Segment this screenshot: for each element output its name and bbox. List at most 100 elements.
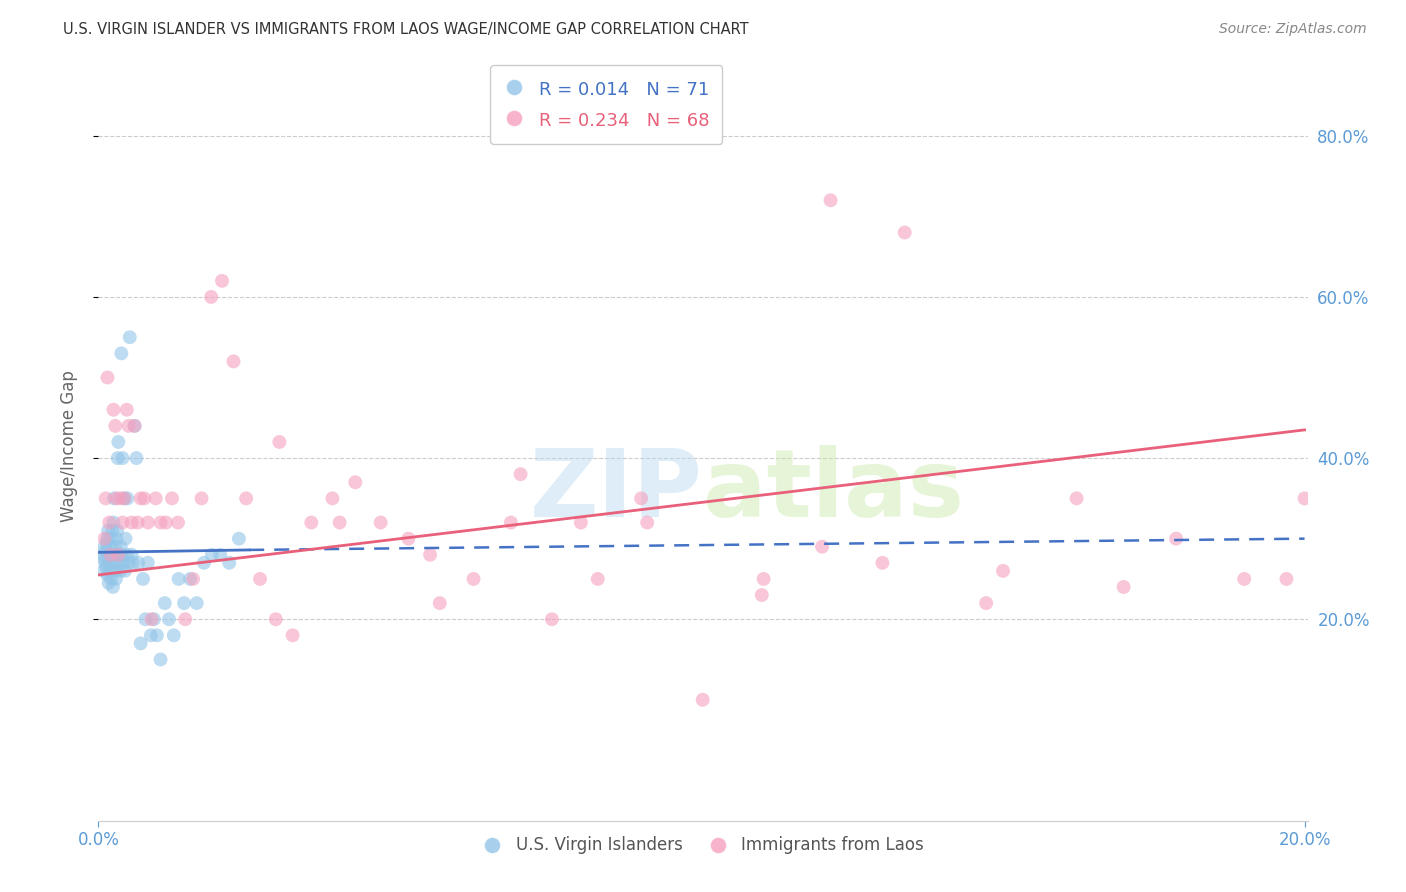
Point: [104, 564, 127, 578]
Point: [193, 556, 215, 570]
Point: [228, 532, 250, 546]
Point: [179, 572, 201, 586]
Point: [463, 572, 485, 586]
Point: [141, 612, 163, 626]
Point: [201, 548, 224, 562]
Point: [94, 491, 117, 506]
Point: [93, 551, 115, 566]
Point: [101, 524, 124, 538]
Text: ZIP: ZIP: [530, 445, 703, 537]
Point: [104, 540, 127, 554]
Point: [96, 559, 118, 574]
Point: [108, 564, 131, 578]
Point: [329, 516, 352, 530]
Point: [94, 543, 117, 558]
Point: [112, 491, 135, 506]
Point: [630, 491, 652, 506]
Point: [142, 612, 165, 626]
Point: [136, 556, 159, 570]
Point: [91, 548, 114, 562]
Point: [112, 491, 135, 506]
Point: [110, 346, 132, 360]
Point: [103, 491, 125, 506]
Point: [104, 572, 127, 586]
Point: [134, 612, 156, 626]
Text: U.S. VIRGIN ISLANDER VS IMMIGRANTS FROM LAOS WAGE/INCOME GAP CORRELATION CHART: U.S. VIRGIN ISLANDER VS IMMIGRANTS FROM …: [63, 22, 749, 37]
Point: [321, 491, 343, 506]
Point: [692, 693, 714, 707]
Point: [121, 548, 143, 562]
Point: [145, 491, 167, 506]
Point: [509, 467, 531, 482]
Point: [429, 596, 451, 610]
Point: [111, 548, 134, 562]
Point: [811, 540, 834, 554]
Point: [111, 516, 134, 530]
Point: [419, 548, 441, 562]
Point: [104, 556, 127, 570]
Point: [991, 564, 1014, 578]
Point: [100, 572, 122, 586]
Point: [893, 226, 915, 240]
Point: [752, 572, 775, 586]
Point: [124, 418, 146, 433]
Point: [108, 556, 131, 570]
Point: [1164, 532, 1187, 546]
Point: [96, 535, 118, 549]
Point: [174, 612, 197, 626]
Point: [96, 532, 118, 546]
Point: [97, 576, 120, 591]
Point: [396, 532, 419, 546]
Point: [98, 516, 121, 530]
Point: [97, 524, 120, 538]
Point: [181, 572, 204, 586]
Point: [105, 491, 128, 506]
Point: [121, 556, 143, 570]
Point: [139, 628, 162, 642]
Point: [125, 451, 148, 466]
Point: [103, 548, 125, 562]
Point: [129, 636, 152, 650]
Point: [117, 418, 139, 433]
Point: [872, 556, 894, 570]
Point: [127, 516, 149, 530]
Point: [107, 451, 129, 466]
Point: [264, 612, 287, 626]
Point: [93, 564, 115, 578]
Point: [117, 556, 139, 570]
Point: [134, 491, 156, 506]
Point: [101, 580, 124, 594]
Point: [569, 516, 592, 530]
Point: [103, 516, 125, 530]
Point: [153, 596, 176, 610]
Point: [107, 434, 129, 449]
Point: [98, 556, 121, 570]
Point: [167, 516, 190, 530]
Point: [370, 516, 392, 530]
Point: [157, 612, 180, 626]
Point: [163, 628, 186, 642]
Y-axis label: Wage/Income Gap: Wage/Income Gap: [59, 370, 77, 522]
Point: [105, 524, 128, 538]
Point: [104, 418, 127, 433]
Point: [235, 491, 257, 506]
Point: [1066, 491, 1088, 506]
Point: [1112, 580, 1135, 594]
Point: [1275, 572, 1298, 586]
Point: [155, 516, 177, 530]
Point: [100, 532, 122, 546]
Point: [100, 564, 122, 578]
Point: [100, 540, 122, 554]
Point: [160, 491, 183, 506]
Point: [249, 572, 271, 586]
Point: [1233, 572, 1256, 586]
Point: [211, 274, 233, 288]
Point: [127, 556, 149, 570]
Point: [186, 596, 208, 610]
Point: [209, 548, 232, 562]
Point: [124, 418, 146, 433]
Point: [1294, 491, 1316, 506]
Point: [281, 628, 304, 642]
Point: [136, 516, 159, 530]
Point: [269, 434, 291, 449]
